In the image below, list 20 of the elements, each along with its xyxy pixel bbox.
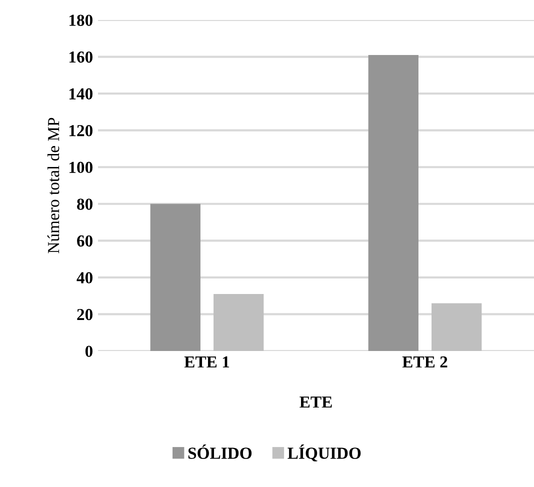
bar [432, 303, 482, 351]
bar [368, 54, 418, 351]
x-tick-label: ETE 2 [402, 356, 448, 368]
y-tick-label: 120 [69, 125, 93, 136]
y-tick-label: 100 [69, 162, 93, 174]
x-axis-title: ETE [300, 396, 332, 408]
y-axis-title: Número total de MP [47, 118, 60, 254]
y-tick-label: 60 [77, 235, 93, 247]
y-tick-label: 160 [69, 51, 93, 63]
y-tick-label: 140 [69, 88, 93, 100]
legend-label: LÍQUIDO [288, 444, 361, 462]
legend-label: SÓLIDO [188, 444, 252, 459]
y-tick-label: 20 [77, 308, 93, 320]
y-tick-label: 0 [85, 346, 93, 357]
y-tick-label: 180 [69, 14, 93, 26]
y-tick-label: 40 [76, 272, 93, 284]
bar [214, 294, 264, 351]
x-tick-label: ETE 1 [184, 356, 230, 368]
bar [150, 204, 200, 351]
y-tick-label: 80 [77, 198, 93, 210]
